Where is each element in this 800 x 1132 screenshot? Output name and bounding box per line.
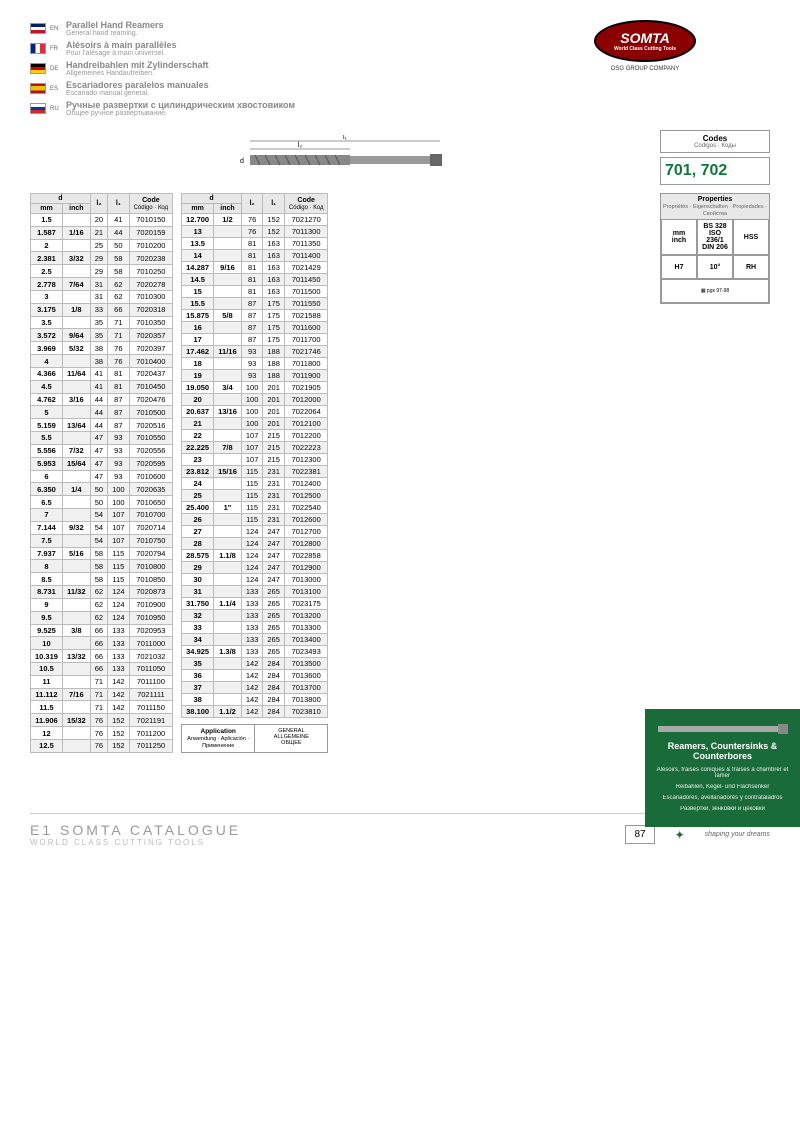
codes-header: Codes Codigos · Коды (660, 130, 770, 153)
reamer-diagram: l₁ l₂ d (30, 135, 650, 180)
spec-table-2: dl₂l₁CodeCódigo · Кодmminch12.7001/27615… (181, 193, 328, 718)
category-sidebar: Reamers, Countersinks & Counterbores Alé… (645, 709, 800, 827)
properties-box: PropertiesPropriétés · Eigenschaften · P… (660, 193, 770, 304)
application-box: ApplicationAnwendung · Aplicación · Прим… (181, 724, 328, 753)
svg-text:l₂: l₂ (298, 142, 303, 149)
spec-table-1: dl₂l₁CodeCódigo · Кодmminch1.52041701015… (30, 193, 173, 753)
svg-text:d: d (240, 158, 244, 165)
svg-text:l₁: l₁ (343, 135, 348, 141)
product-codes: 701, 702 (660, 157, 770, 185)
language-titles: ENParallel Hand ReamersGeneral hand ream… (30, 20, 520, 120)
brand-logo: SOMTAWorld Class Cutting Tools OSG GROUP… (520, 20, 770, 72)
